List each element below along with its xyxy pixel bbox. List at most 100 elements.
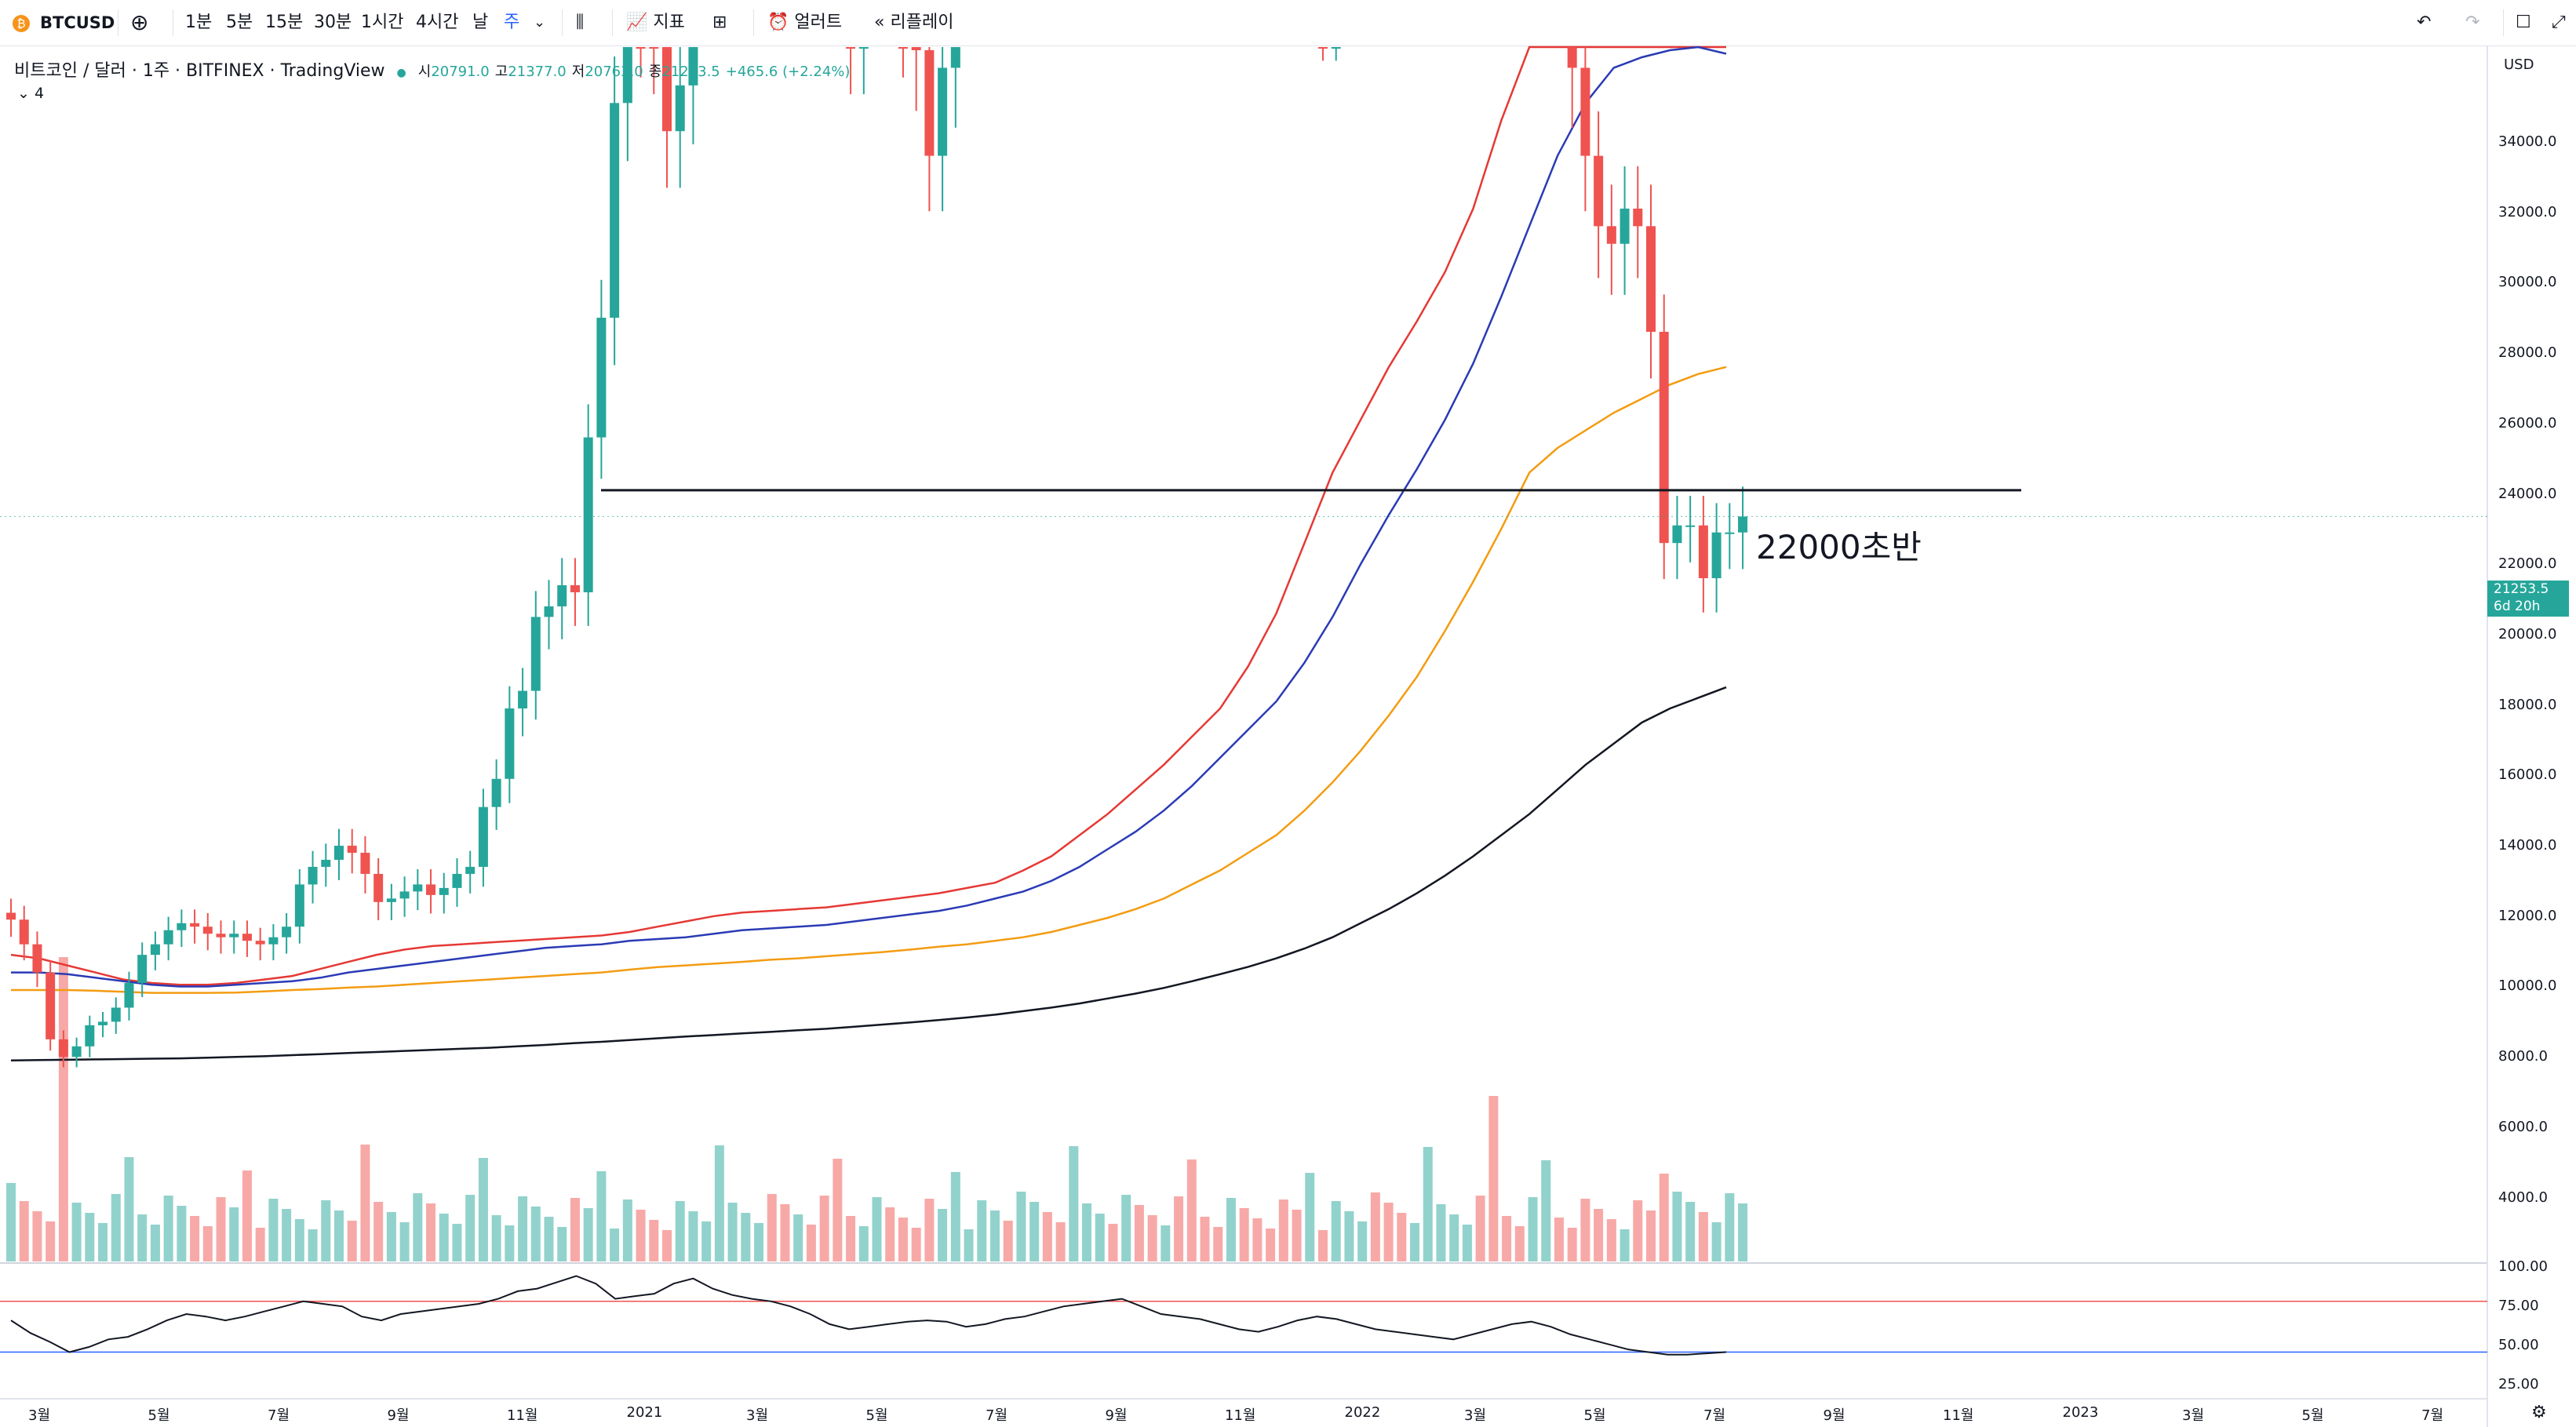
candle-body — [911, 47, 921, 50]
low-value: 20763.0 — [585, 64, 643, 80]
volume-bar — [1646, 1210, 1656, 1261]
volume-bar — [1226, 1198, 1236, 1261]
redo-icon[interactable]: ↷ — [2465, 13, 2480, 32]
time-tick-label: 3월 — [1464, 1407, 1487, 1424]
settings-icon[interactable]: ⚙ — [2531, 1403, 2547, 1422]
chart-legend: 비트코인 / 달러 · 1주 · BITFINEX · TradingView … — [14, 56, 850, 82]
indicator-count: 4 — [34, 85, 45, 102]
volume-bar — [596, 1171, 607, 1261]
replay-button[interactable]: « 리플레이 — [874, 9, 953, 37]
time-tick-label: 7월 — [2421, 1407, 2444, 1424]
volume-bar — [1436, 1204, 1446, 1261]
time-tick-label: 7월 — [268, 1407, 290, 1424]
volume-bar — [1121, 1195, 1131, 1261]
volume-bar — [163, 1196, 173, 1261]
interval-week[interactable]: 주 — [504, 13, 520, 32]
volume-bar — [399, 1222, 410, 1261]
candle-body — [242, 934, 252, 941]
time-tick-label: 7월 — [1703, 1407, 1726, 1424]
volume-bar — [846, 1216, 856, 1261]
candle-body — [294, 884, 304, 927]
replay-icon: « — [874, 13, 885, 32]
volume-bar — [465, 1195, 475, 1261]
volume-bar — [1331, 1201, 1341, 1261]
candle-body — [518, 690, 528, 709]
interval-1h[interactable]: 1시간 — [361, 13, 404, 32]
volume-bar — [1344, 1211, 1354, 1261]
candle-body — [596, 317, 607, 438]
volume-bar — [964, 1229, 974, 1261]
volume-bar — [1278, 1199, 1288, 1261]
candle-body — [282, 926, 292, 937]
indicator-toggle[interactable]: ⌄ 4 — [17, 85, 44, 102]
volume-bar — [1580, 1199, 1590, 1261]
alert-label: 얼러트 — [794, 13, 843, 32]
interval-5m[interactable]: 5분 — [226, 13, 253, 32]
interval-day[interactable]: 날 — [472, 13, 489, 32]
candle-body — [846, 47, 856, 49]
volume-bar — [216, 1197, 226, 1261]
layout-icon[interactable]: ⊞ — [712, 13, 727, 32]
annotation-text[interactable]: 22000초반 — [1756, 528, 1922, 566]
currency-label[interactable]: USD — [2504, 56, 2534, 73]
candle-body — [1620, 208, 1630, 244]
snapshot-icon[interactable]: ⤢ — [2552, 13, 2566, 32]
volume-bar — [1567, 1228, 1577, 1261]
volume-bar — [1594, 1209, 1604, 1261]
volume-bar — [386, 1212, 396, 1261]
time-tick-label: 9월 — [387, 1407, 410, 1424]
chevron-down-icon[interactable]: ⌄ — [534, 14, 546, 31]
volume-bar — [1672, 1192, 1682, 1261]
interval-1m[interactable]: 1분 — [185, 13, 213, 32]
volume-bar — [1738, 1203, 1748, 1261]
symbol-badge[interactable]: ₿ BTCUSD — [13, 9, 115, 37]
candle-body — [1567, 47, 1577, 68]
volume-bar — [1200, 1217, 1210, 1261]
candle-body — [426, 884, 436, 895]
volume-bar — [1462, 1225, 1472, 1261]
candle-body — [478, 806, 488, 867]
candle-body — [1318, 47, 1328, 49]
price-chart[interactable] — [0, 46, 2576, 1427]
volume-bar — [1606, 1219, 1616, 1261]
volume-bar — [872, 1197, 882, 1261]
candle-body — [924, 49, 935, 156]
volume-bar — [308, 1229, 318, 1261]
volume-bar — [1134, 1205, 1144, 1261]
volume-bar — [334, 1210, 344, 1261]
volume-bar — [71, 1203, 82, 1261]
candle-body — [898, 47, 908, 49]
candle-body — [1685, 525, 1696, 527]
candle-body — [413, 884, 423, 892]
volume-bar — [1410, 1223, 1420, 1261]
symbol-label: BTCUSD — [40, 13, 115, 32]
volume-bar — [924, 1199, 935, 1261]
rsi-tick-label: 100.00 — [2498, 1258, 2548, 1275]
fullscreen-icon[interactable]: ☐ — [2516, 13, 2531, 32]
candle-body — [649, 47, 659, 49]
add-symbol-icon[interactable]: ⊕ — [130, 9, 149, 35]
candle-body — [622, 47, 632, 104]
candle-body — [32, 944, 42, 973]
interval-15m[interactable]: 15분 — [265, 13, 304, 32]
candle-body — [399, 891, 410, 899]
volume-bar — [1213, 1227, 1223, 1261]
volume-bar — [557, 1227, 567, 1261]
volume-bar — [413, 1193, 423, 1261]
candle-type-icon[interactable]: ⫼ — [576, 13, 585, 32]
volume-bar — [1514, 1226, 1525, 1261]
undo-icon[interactable]: ↶ — [2417, 13, 2432, 32]
volume-bar — [255, 1228, 265, 1261]
volume-bar — [622, 1199, 632, 1261]
time-tick-label: 11월 — [1225, 1407, 1256, 1424]
indicators-button[interactable]: 📈 지표 — [626, 9, 685, 37]
candle-body — [163, 930, 173, 945]
interval-30m[interactable]: 30분 — [314, 13, 352, 32]
volume-bar — [202, 1226, 213, 1261]
alert-button[interactable]: ⏰ 얼러트 — [767, 9, 842, 37]
volume-bar — [1725, 1193, 1735, 1261]
interval-4h[interactable]: 4시간 — [416, 13, 459, 32]
candle-body — [491, 778, 501, 807]
candle-body — [1646, 226, 1656, 332]
candle-body — [71, 1046, 82, 1058]
